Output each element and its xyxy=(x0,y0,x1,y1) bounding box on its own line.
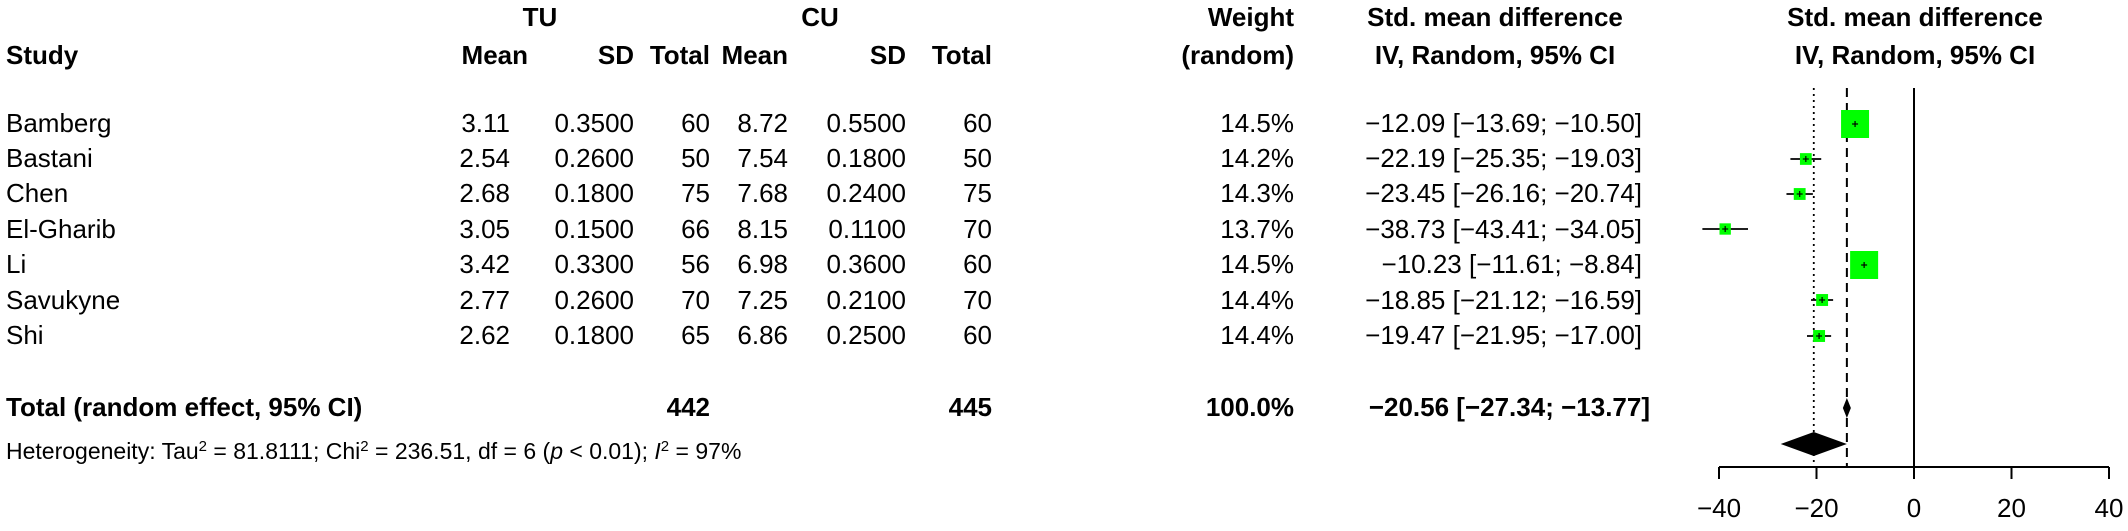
x-tick-label-4: 40 xyxy=(2095,493,2124,523)
tu-total: 66 xyxy=(681,214,710,244)
cu-total: 60 xyxy=(963,249,992,279)
cu-mean: 7.25 xyxy=(737,285,788,315)
cu-mean-header: Mean xyxy=(721,40,788,70)
tu-sd: 0.2600 xyxy=(554,285,634,315)
tu-mean: 2.62 xyxy=(459,320,510,350)
ci-text: −10.23 [−11.61; −8.84] xyxy=(1381,249,1642,279)
cu-mean: 6.86 xyxy=(737,320,788,350)
total-weight: 100.0% xyxy=(1205,392,1294,422)
cu-mean: 6.98 xyxy=(737,249,788,279)
tu-total: 60 xyxy=(681,108,710,138)
pooled-diamond xyxy=(1780,432,1847,456)
tu-sd: 0.2600 xyxy=(554,143,634,173)
weight-value: 14.5% xyxy=(1220,108,1294,138)
tu-total: 56 xyxy=(681,249,710,279)
study-name: Shi xyxy=(6,320,44,350)
cu-sd-header: SD xyxy=(869,40,906,70)
cu-sd: 0.2500 xyxy=(826,320,906,350)
tu-mean: 2.77 xyxy=(459,285,510,315)
cu-mean: 7.68 xyxy=(737,178,788,208)
plot-header-line2: IV, Random, 95% CI xyxy=(1794,40,2036,70)
ci-text: −18.85 [−21.12; −16.59] xyxy=(1365,285,1642,315)
tu-sd: 0.1500 xyxy=(554,214,634,244)
group-header-cu: CU xyxy=(801,2,839,32)
cu-total: 70 xyxy=(963,285,992,315)
ci-text: −19.47 [−21.95; −17.00] xyxy=(1365,320,1642,350)
study-name: Bamberg xyxy=(6,108,112,138)
weight-header-line1: Weight xyxy=(1207,2,1294,32)
tu-mean: 3.42 xyxy=(459,249,510,279)
cu-total: 60 xyxy=(963,108,992,138)
weight-value: 14.5% xyxy=(1220,249,1294,279)
x-tick-label-3: 20 xyxy=(1997,493,2026,523)
cu-mean: 8.72 xyxy=(737,108,788,138)
tu-mean-header: Mean xyxy=(461,40,528,70)
ci-text: −12.09 [−13.69; −10.50] xyxy=(1365,108,1642,138)
cu-sd: 0.2100 xyxy=(826,285,906,315)
x-tick-label-0: −40 xyxy=(1697,493,1741,523)
tu-total: 75 xyxy=(681,178,710,208)
tu-mean: 2.68 xyxy=(459,178,510,208)
total-cu: 445 xyxy=(948,392,992,422)
plot-header-line1: Std. mean difference xyxy=(1787,2,2043,32)
study-name: Li xyxy=(6,249,27,279)
tu-sd: 0.3500 xyxy=(554,108,634,138)
weight-value: 14.2% xyxy=(1220,143,1294,173)
study-name: Chen xyxy=(6,178,69,208)
smd-header-line1: Std. mean difference xyxy=(1367,2,1623,32)
tu-total: 70 xyxy=(681,285,710,315)
smd-header-line2: IV, Random, 95% CI xyxy=(1374,40,1616,70)
total-tu: 442 xyxy=(666,392,710,422)
cu-total: 75 xyxy=(963,178,992,208)
ci-text: −23.45 [−26.16; −20.74] xyxy=(1365,178,1642,208)
cu-sd: 0.1800 xyxy=(826,143,906,173)
tu-mean: 2.54 xyxy=(459,143,510,173)
weight-value: 14.4% xyxy=(1220,320,1294,350)
cu-sd: 0.3600 xyxy=(826,249,906,279)
tu-mean: 3.05 xyxy=(459,214,510,244)
weight-value: 14.3% xyxy=(1220,178,1294,208)
cu-mean: 8.15 xyxy=(737,214,788,244)
ci-text: −22.19 [−25.35; −19.03] xyxy=(1365,143,1642,173)
heterogeneity-text: Heterogeneity: Tau2 = 81.8111; Chi2 = 23… xyxy=(6,438,742,464)
tu-total: 50 xyxy=(681,143,710,173)
cu-sd: 0.1100 xyxy=(828,214,906,244)
group-header-tu: TU xyxy=(522,2,558,32)
cu-sd: 0.2400 xyxy=(826,178,906,208)
tu-total: 65 xyxy=(681,320,710,350)
cu-total: 50 xyxy=(963,143,992,173)
x-tick-label-2: 0 xyxy=(1907,493,1921,523)
small-diamond-marker xyxy=(1842,398,1851,418)
cu-mean: 7.54 xyxy=(737,143,788,173)
tu-total-header: Total xyxy=(649,40,710,70)
cu-sd: 0.5500 xyxy=(826,108,906,138)
weight-value: 14.4% xyxy=(1220,285,1294,315)
study-name: El-Gharib xyxy=(6,214,116,244)
tu-sd: 0.3300 xyxy=(554,249,634,279)
x-tick-label-1: −20 xyxy=(1794,493,1838,523)
study-name: Bastani xyxy=(6,143,93,173)
ci-text: −38.73 [−43.41; −34.05] xyxy=(1365,214,1642,244)
study-header: Study xyxy=(6,40,79,70)
tu-sd: 0.1800 xyxy=(554,320,634,350)
cu-total-header: Total xyxy=(931,40,992,70)
tu-mean: 3.11 xyxy=(461,108,510,138)
total-ci-text: −20.56 [−27.34; −13.77] xyxy=(1368,392,1650,422)
weight-header-line2: (random) xyxy=(1181,40,1294,70)
total-label: Total (random effect, 95% CI) xyxy=(6,392,363,422)
weight-value: 13.7% xyxy=(1220,214,1294,244)
tu-sd-header: SD xyxy=(597,40,634,70)
cu-total: 70 xyxy=(963,214,992,244)
cu-total: 60 xyxy=(963,320,992,350)
study-name: Savukyne xyxy=(6,285,121,315)
tu-sd: 0.1800 xyxy=(554,178,634,208)
